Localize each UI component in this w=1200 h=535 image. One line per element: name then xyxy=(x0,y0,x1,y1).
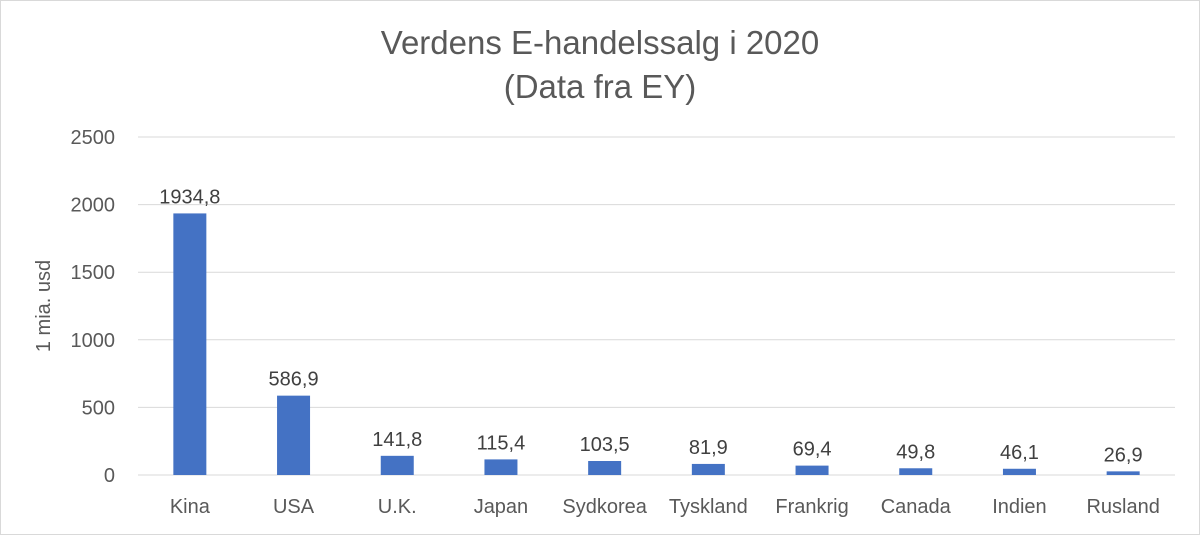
y-tick-label: 2500 xyxy=(71,127,116,149)
bar xyxy=(691,463,725,475)
category-label: Frankrig xyxy=(775,496,848,518)
bar xyxy=(1002,468,1036,475)
chart-subtitle: (Data fra EY) xyxy=(503,68,697,105)
gridlines xyxy=(138,136,1175,476)
bar xyxy=(277,395,311,475)
data-label: 69,4 xyxy=(793,439,832,461)
data-label: 1934,8 xyxy=(159,186,220,208)
y-axis-ticks: 0 500 1000 1500 2000 2500 xyxy=(71,127,116,487)
bar xyxy=(173,213,207,475)
bar xyxy=(588,461,622,475)
data-label: 81,9 xyxy=(689,437,728,459)
chart-title: Verdens E-handelssalg i 2020 xyxy=(380,24,820,61)
category-labels: Kina USA U.K. Japan Sydkorea Tyskland Frankrig… xyxy=(170,496,1160,518)
data-label: 49,8 xyxy=(896,441,935,463)
category-label: U.K. xyxy=(378,496,417,518)
data-label: 115,4 xyxy=(477,432,526,454)
y-tick-label: 1500 xyxy=(71,262,116,284)
data-label: 46,1 xyxy=(1000,442,1039,464)
category-label: Sydkorea xyxy=(562,496,647,518)
data-label: 103,5 xyxy=(580,434,630,456)
data-label: 26,9 xyxy=(1104,444,1143,466)
y-tick-label: 2000 xyxy=(71,195,116,217)
category-label: Kina xyxy=(170,496,211,518)
bar xyxy=(484,459,518,475)
y-tick-label: 1000 xyxy=(71,330,116,352)
data-labels: 1934,8 586,9 141,8 115,4 103,5 81,9 69,4 49,8 46… xyxy=(159,186,1142,466)
bar xyxy=(1106,471,1140,475)
category-label: Rusland xyxy=(1086,496,1159,518)
category-label: Tyskland xyxy=(669,496,748,518)
data-label: 141,8 xyxy=(372,429,422,451)
category-label: USA xyxy=(273,496,315,518)
bars xyxy=(173,213,1140,475)
bar xyxy=(899,468,933,475)
y-axis-label: 1 mia. usd xyxy=(33,260,55,352)
y-tick-label: 0 xyxy=(104,465,115,487)
category-label: Indien xyxy=(992,496,1047,518)
data-label: 586,9 xyxy=(269,369,319,391)
category-label: Canada xyxy=(881,496,952,518)
y-tick-label: 500 xyxy=(82,397,115,419)
bar xyxy=(795,465,829,475)
bar xyxy=(380,455,414,475)
category-label: Japan xyxy=(474,496,529,518)
